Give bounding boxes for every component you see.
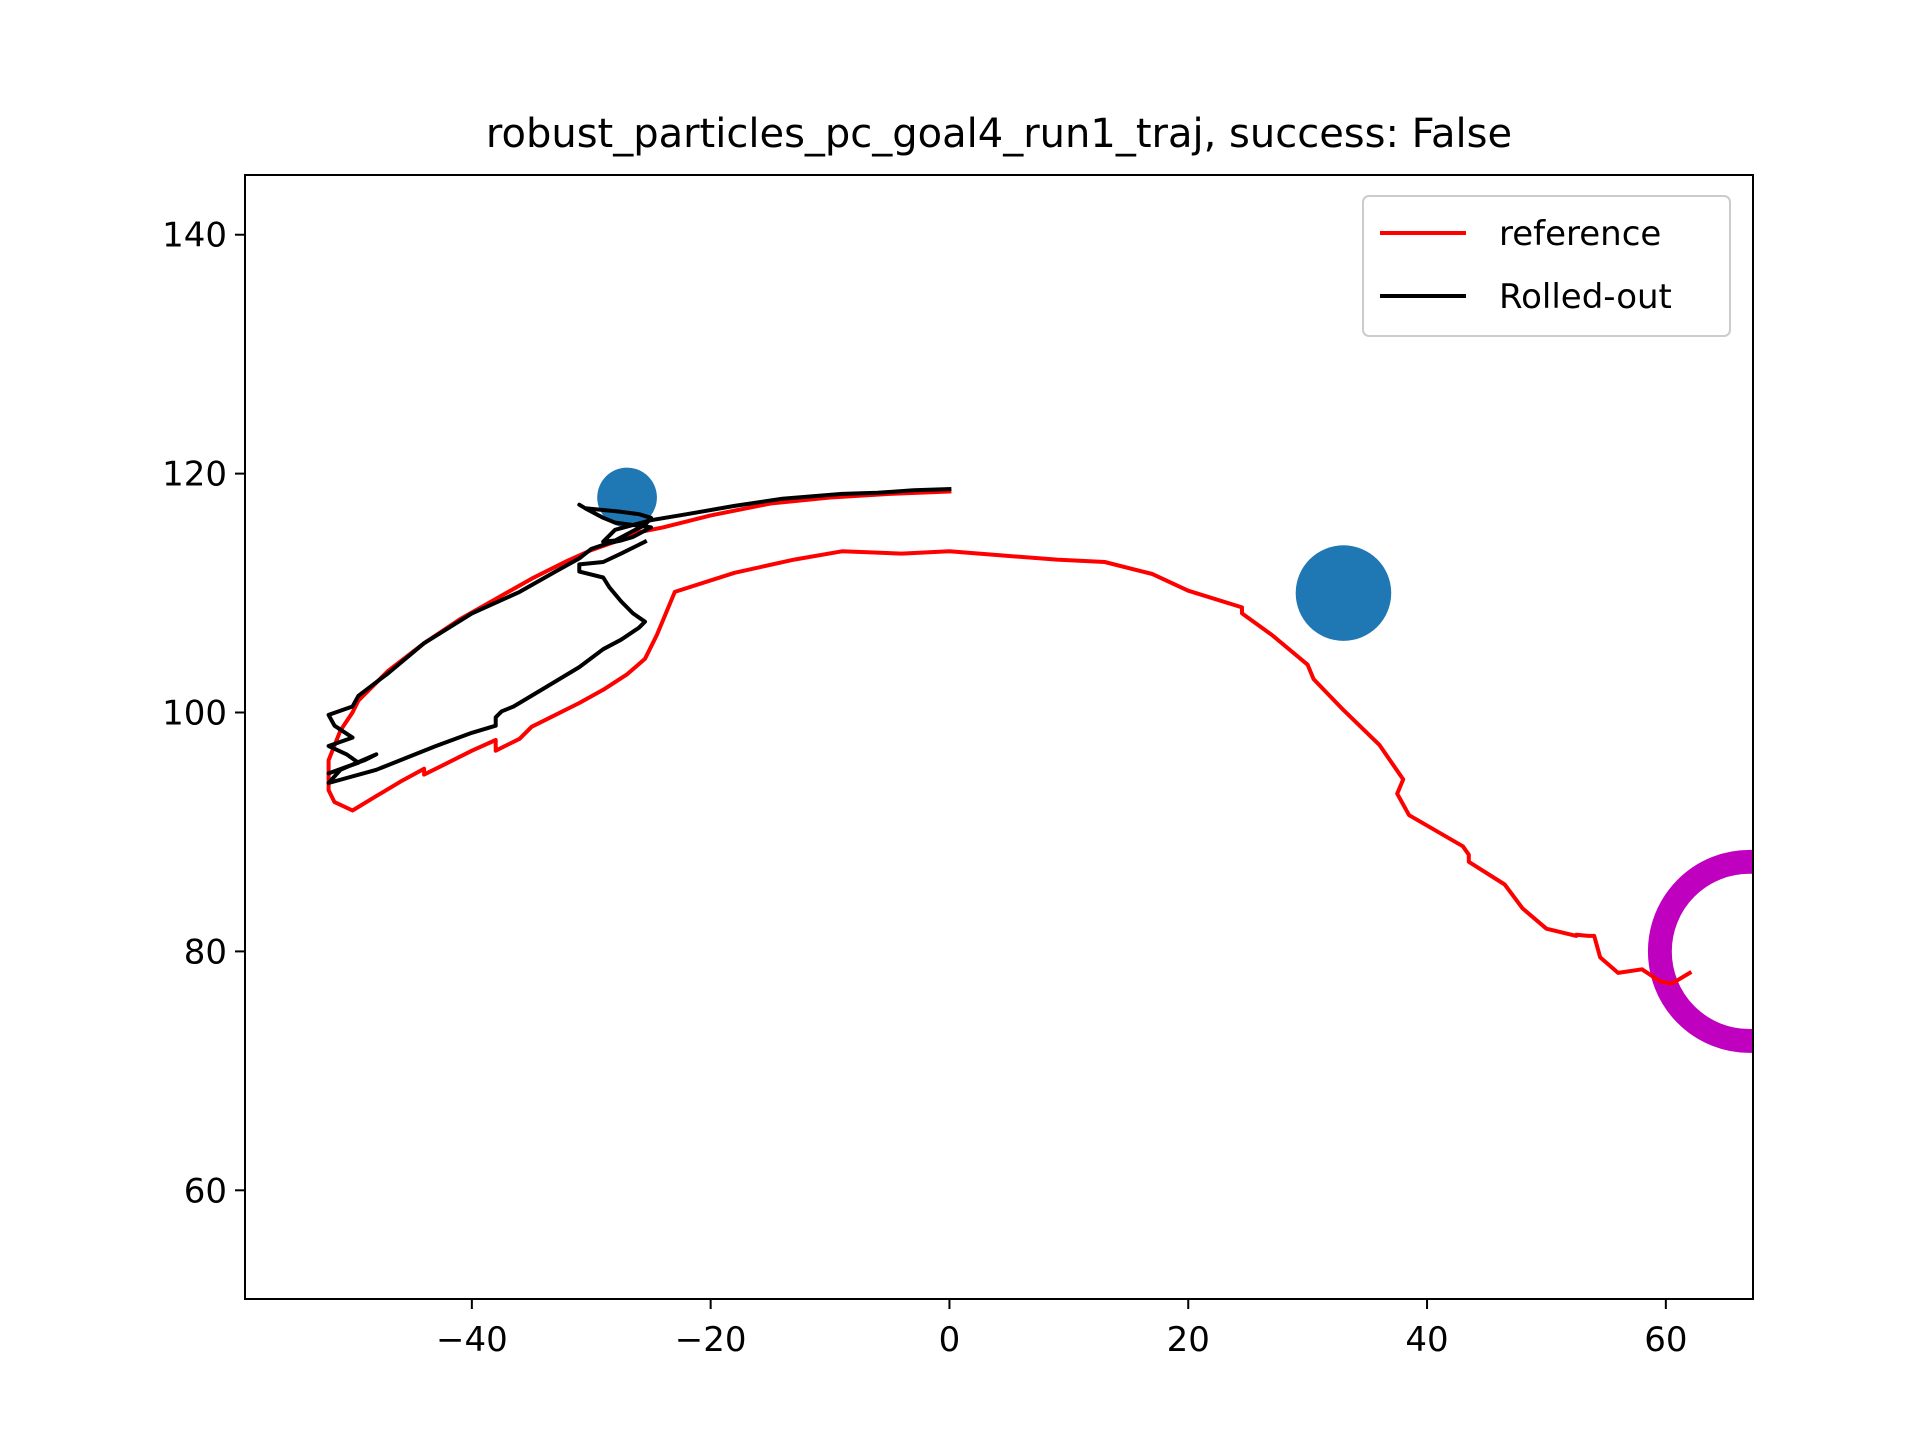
x-tick-label: 0 [939,1320,961,1360]
obstacle-2 [1295,545,1392,641]
x-tick-label: −20 [675,1320,747,1360]
legend: reference Rolled-out [1362,195,1731,337]
legend-label-rolled-out: Rolled-out [1499,277,1672,317]
y-tick-label: 140 [162,216,227,256]
series-line-rolled-out [326,487,952,785]
y-axis-ticks: 60 80 100 120 140 [162,216,245,1211]
x-tick-label: −40 [436,1320,508,1360]
goal-region [1647,849,1753,1053]
x-tick-label: 20 [1167,1320,1210,1360]
plot-area [326,467,1753,1053]
y-tick-label: 60 [184,1171,227,1211]
series-lines [326,487,1693,986]
legend-label-reference: reference [1499,214,1661,254]
y-tick-label: 80 [184,932,227,972]
chart-title: robust_particles_pc_goal4_run1_traj, suc… [486,111,1512,157]
y-tick-label: 120 [162,455,227,495]
plot-frame [244,174,1754,1300]
y-tick-label: 100 [162,694,227,734]
x-tick-label: 40 [1405,1320,1448,1360]
x-tick-label: 60 [1644,1320,1687,1360]
x-axis-ticks: −40 −20 0 20 40 60 [436,1299,1687,1360]
goal-ring [1647,849,1753,1053]
